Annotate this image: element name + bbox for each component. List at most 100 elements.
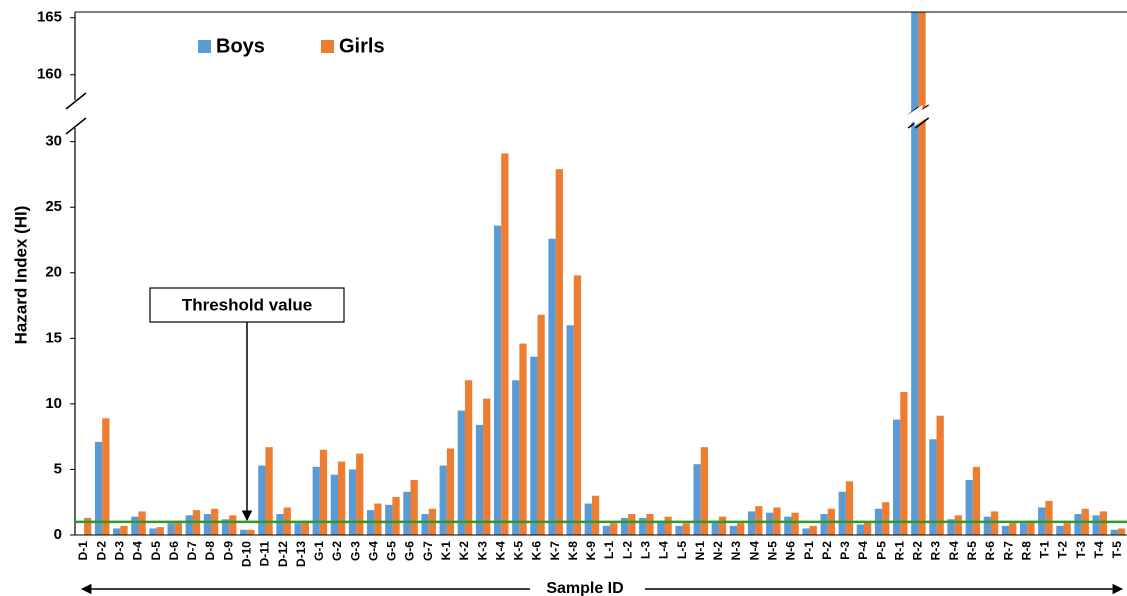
legend-swatch	[198, 40, 211, 53]
y-tick-label: 165	[37, 9, 62, 26]
y-tick-label: 30	[45, 133, 62, 150]
bar	[203, 514, 212, 535]
bar	[439, 465, 447, 535]
x-tick-label: D-12	[276, 541, 290, 567]
x-axis-label: Sample ID	[546, 580, 623, 596]
bar	[301, 520, 309, 535]
x-tick-label: K-5	[512, 541, 526, 561]
bar	[620, 517, 629, 535]
x-tick-label: K-4	[493, 541, 507, 561]
x-tick-label: T-2	[1056, 541, 1070, 559]
x-tick-label: T-5	[1110, 541, 1124, 559]
bar	[312, 466, 320, 535]
bar	[809, 525, 817, 535]
x-tick-label: L-4	[657, 541, 671, 559]
bar	[591, 495, 600, 535]
bar	[990, 511, 999, 535]
x-tick-label: D-6	[167, 541, 181, 561]
y-tick-label: 20	[45, 264, 62, 281]
x-tick-label: R-7	[1001, 541, 1015, 561]
bar	[947, 519, 955, 535]
bar	[965, 479, 973, 535]
x-tick-label: K-1	[439, 541, 453, 561]
bar	[1019, 523, 1028, 535]
bar	[784, 516, 792, 535]
x-tick-label: R-2	[911, 541, 925, 561]
bar	[530, 356, 538, 535]
bar	[258, 465, 266, 535]
bar	[84, 517, 92, 535]
bar	[1001, 525, 1010, 535]
bar	[512, 380, 520, 535]
bar	[573, 275, 582, 535]
bar	[501, 153, 509, 535]
legend-label: Boys	[216, 35, 265, 57]
bar	[900, 392, 908, 535]
bar	[385, 504, 393, 535]
x-tick-label: N-5	[765, 541, 779, 561]
bar	[464, 380, 473, 535]
bar	[319, 449, 328, 535]
x-tick-label: D-1	[76, 541, 90, 561]
x-tick-label: K-9	[584, 541, 598, 561]
bar	[475, 424, 484, 535]
bar	[519, 343, 527, 535]
x-tick-label: G-2	[330, 541, 344, 561]
bar	[1099, 511, 1108, 535]
bar	[1045, 500, 1053, 535]
x-tick-label: N-6	[784, 541, 798, 561]
bar	[628, 514, 636, 535]
x-tick-label: L-3	[639, 541, 653, 559]
x-tick-label: G-5	[385, 541, 399, 561]
bar	[918, 12, 926, 535]
x-tick-label: D-7	[185, 541, 199, 561]
bar	[954, 515, 962, 535]
x-tick-label: T-4	[1092, 541, 1106, 559]
bar	[149, 528, 157, 535]
x-tick-label: L-5	[675, 541, 689, 559]
x-tick-label: D-8	[203, 541, 217, 561]
bar	[856, 524, 864, 535]
x-tick-label: K-6	[530, 541, 544, 561]
x-tick-label: L-2	[620, 541, 634, 559]
bar	[718, 516, 727, 535]
bar	[664, 516, 672, 535]
bar	[537, 314, 545, 535]
bar	[555, 169, 563, 535]
bar	[356, 453, 364, 535]
x-tick-label: P-1	[802, 541, 816, 560]
y-tick-label: 15	[45, 329, 62, 346]
x-tick-label: T-1	[1038, 541, 1052, 559]
bar-break-mark	[914, 117, 930, 129]
bar	[403, 491, 411, 535]
x-tick-label: K-7	[548, 541, 562, 561]
bar	[755, 506, 763, 535]
bar	[294, 523, 302, 535]
x-tick-label: R-3	[929, 541, 943, 561]
x-tick-label: D-13	[294, 541, 308, 567]
x-tick-label: K-2	[457, 541, 471, 561]
bar	[348, 469, 357, 535]
x-tick-label: P-2	[820, 541, 834, 560]
bar	[602, 525, 611, 535]
x-tick-label: G-3	[348, 541, 362, 561]
bar	[374, 503, 382, 535]
x-tick-label: P-3	[838, 541, 852, 560]
bar-break-gap	[914, 105, 930, 126]
bar	[276, 514, 284, 535]
y-tick-label: 160	[37, 66, 62, 83]
bar	[229, 515, 237, 535]
bar	[446, 448, 455, 535]
bar	[802, 528, 810, 535]
bar	[711, 520, 719, 535]
bar	[174, 520, 183, 535]
bar	[548, 238, 556, 535]
bar	[1056, 525, 1064, 535]
bar	[338, 461, 346, 535]
bar	[766, 512, 774, 535]
legend-label: Girls	[339, 35, 385, 57]
bar	[94, 441, 103, 535]
bar	[584, 503, 592, 535]
bar	[392, 496, 400, 535]
bar	[675, 525, 683, 535]
